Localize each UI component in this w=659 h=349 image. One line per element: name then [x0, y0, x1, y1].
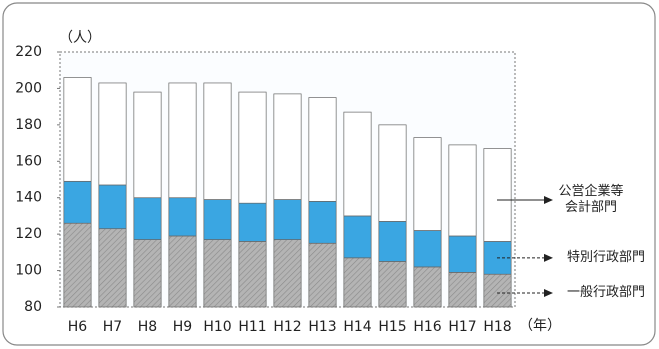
bar-segment	[483, 273, 512, 308]
bar-segment	[133, 91, 162, 199]
bar-segment	[203, 199, 232, 240]
y-tick-label: 80	[24, 299, 42, 315]
x-tick-label: H7	[103, 319, 122, 335]
x-tick-label: H13	[308, 319, 336, 335]
bar-segment	[413, 266, 442, 308]
bar-segment	[63, 222, 92, 308]
x-tick-label: H10	[203, 319, 231, 335]
legend-label: 特別行政部門	[566, 249, 645, 265]
x-tick-label: H6	[68, 319, 88, 335]
y-tick-label: 160	[15, 153, 42, 169]
x-axis-label: （年）	[519, 318, 561, 334]
bar-segment	[238, 202, 267, 242]
bar-segment	[273, 93, 302, 200]
bar-segment	[308, 201, 337, 244]
bar-segment	[378, 221, 407, 262]
y-tick-label: 100	[15, 263, 42, 279]
x-tick-label: H14	[343, 319, 371, 335]
y-tick-label: 180	[15, 117, 42, 133]
bar-segment	[378, 261, 407, 308]
legend-label: 公営企業等会計部門	[558, 184, 624, 215]
x-tick-label: H17	[448, 319, 476, 335]
bar-segment	[238, 241, 267, 308]
bar-segment	[448, 235, 477, 273]
y-tick-label: 120	[15, 226, 42, 242]
bar-segment	[448, 144, 477, 237]
bar-segment	[273, 199, 302, 240]
bar-segment	[168, 82, 197, 199]
bar-segment	[413, 137, 442, 231]
bar-segment	[483, 241, 512, 275]
bar-segment	[378, 124, 407, 222]
bar-segment	[98, 82, 127, 186]
bar-segment	[238, 91, 267, 204]
y-tick-label: 140	[15, 190, 42, 206]
bar-segment	[343, 257, 372, 308]
bar-segment	[168, 197, 197, 237]
legend-arrowhead	[544, 196, 553, 204]
bar-segment	[308, 97, 337, 202]
y-tick-label: 220	[15, 44, 42, 60]
legend-label: 一般行政部門	[566, 285, 645, 300]
bar-segment	[203, 239, 232, 308]
y-tick-label: 200	[15, 80, 42, 96]
bar-segment	[343, 111, 372, 217]
legend-arrowhead	[544, 289, 553, 297]
x-tick-label: H12	[273, 319, 301, 335]
bar-segment	[483, 148, 512, 242]
bar-segment	[273, 239, 302, 308]
x-tick-label: H16	[413, 319, 441, 335]
bar-segment	[168, 235, 197, 308]
bar-segment	[98, 228, 127, 308]
bar-segment	[133, 239, 162, 308]
bar-segment	[203, 82, 232, 200]
bar-segment	[413, 230, 442, 268]
bar-segment	[133, 197, 162, 240]
x-tick-label: H8	[138, 319, 157, 335]
panel-border	[2, 2, 656, 346]
x-tick-label: H11	[238, 319, 266, 335]
bar-segment	[63, 180, 92, 224]
bar-segment	[63, 77, 92, 182]
bar-segment	[308, 242, 337, 308]
x-tick-label: H15	[378, 319, 406, 335]
bar-segment	[343, 215, 372, 259]
bar-segment	[448, 272, 477, 308]
x-tick-label: H18	[483, 319, 511, 335]
y-axis-label: （人）	[59, 30, 101, 46]
legend-arrowhead	[544, 253, 553, 262]
bar-segment	[98, 184, 127, 230]
x-tick-label: H9	[173, 319, 192, 335]
